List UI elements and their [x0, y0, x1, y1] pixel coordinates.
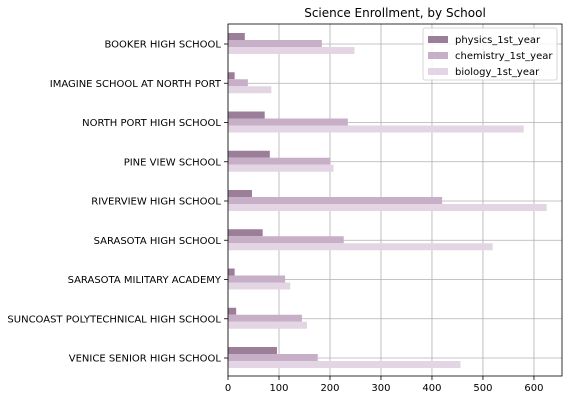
y-tick-label: SARASOTA HIGH SCHOOL	[94, 236, 222, 247]
bar-physics_1st_year-0	[228, 33, 245, 40]
legend-swatch-biology_1st_year	[428, 68, 448, 75]
bar-biology_1st_year-5	[228, 243, 493, 251]
bar-biology_1st_year-1	[228, 86, 272, 94]
y-tick-label: SARASOTA MILITARY ACADEMY	[68, 275, 222, 286]
bar-physics_1st_year-6	[228, 268, 235, 276]
x-tick-label: 200	[320, 383, 339, 394]
legend-swatch-chemistry_1st_year	[428, 52, 448, 59]
chart-title: Science Enrollment, by School	[304, 6, 486, 20]
legend-swatch-physics_1st_year	[428, 36, 448, 43]
legend-box	[422, 27, 558, 81]
bar-physics_1st_year-2	[228, 111, 265, 119]
x-tick-label: 500	[473, 383, 492, 394]
legend-label-physics_1st_year: physics_1st_year	[455, 35, 541, 46]
bar-chemistry_1st_year-3	[228, 157, 331, 165]
x-tick-label: 0	[225, 383, 231, 394]
x-tick-label: 400	[422, 383, 441, 394]
bar-chemistry_1st_year-4	[228, 197, 443, 204]
bar-physics_1st_year-5	[228, 229, 263, 237]
y-tick-label: IMAGINE SCHOOL AT NORTH PORT	[50, 79, 222, 90]
bar-biology_1st_year-8	[228, 361, 461, 368]
bar-biology_1st_year-2	[228, 125, 524, 133]
bar-biology_1st_year-4	[228, 204, 547, 211]
bar-chemistry_1st_year-7	[228, 314, 302, 322]
y-tick-labels: BOOKER HIGH SCHOOL IMAGINE SCHOOL AT NORT…	[7, 40, 228, 365]
y-tick-label: SUNCOAST POLYTECHNICAL HIGH SCHOOL	[7, 314, 221, 325]
legend-label-chemistry_1st_year: chemistry_1st_year	[455, 51, 553, 62]
bar-biology_1st_year-3	[228, 164, 334, 172]
bar-biology_1st_year-6	[228, 282, 291, 290]
bar-physics_1st_year-1	[228, 72, 235, 80]
bars	[228, 33, 547, 368]
bar-chemistry_1st_year-2	[228, 118, 348, 126]
y-tick-label: NORTH PORT HIGH SCHOOL	[82, 118, 221, 129]
y-tick-label: RIVERVIEW HIGH SCHOOL	[91, 197, 221, 208]
legend: physics_1st_year chemistry_1st_yearbiolog…	[422, 27, 558, 81]
y-tick-label: BOOKER HIGH SCHOOL	[104, 40, 221, 51]
legend-label-biology_1st_year: biology_1st_year	[455, 67, 540, 78]
bar-physics_1st_year-7	[228, 307, 237, 315]
x-tick-label: 600	[524, 383, 543, 394]
x-tick-label: 100	[269, 383, 288, 394]
bar-chemistry_1st_year-1	[228, 79, 248, 87]
bar-biology_1st_year-0	[228, 47, 355, 54]
y-tick-label: PINE VIEW SCHOOL	[124, 157, 222, 168]
bar-biology_1st_year-7	[228, 321, 308, 329]
bar-chemistry_1st_year-8	[228, 354, 318, 361]
x-tick-label: 300	[371, 383, 390, 394]
plot-frame	[227, 23, 563, 377]
bar-chemistry_1st_year-6	[228, 275, 286, 283]
bar-physics_1st_year-8	[228, 347, 277, 354]
bar-chemistry_1st_year-5	[228, 236, 344, 244]
x-tick-labels: 0 100 200 300 400 500 600	[225, 376, 544, 394]
y-tick-label: VENICE SENIOR HIGH SCHOOL	[69, 354, 222, 365]
bar-chemistry_1st_year-0	[228, 40, 322, 47]
bar-physics_1st_year-3	[228, 150, 270, 158]
bar-physics_1st_year-4	[228, 190, 252, 197]
